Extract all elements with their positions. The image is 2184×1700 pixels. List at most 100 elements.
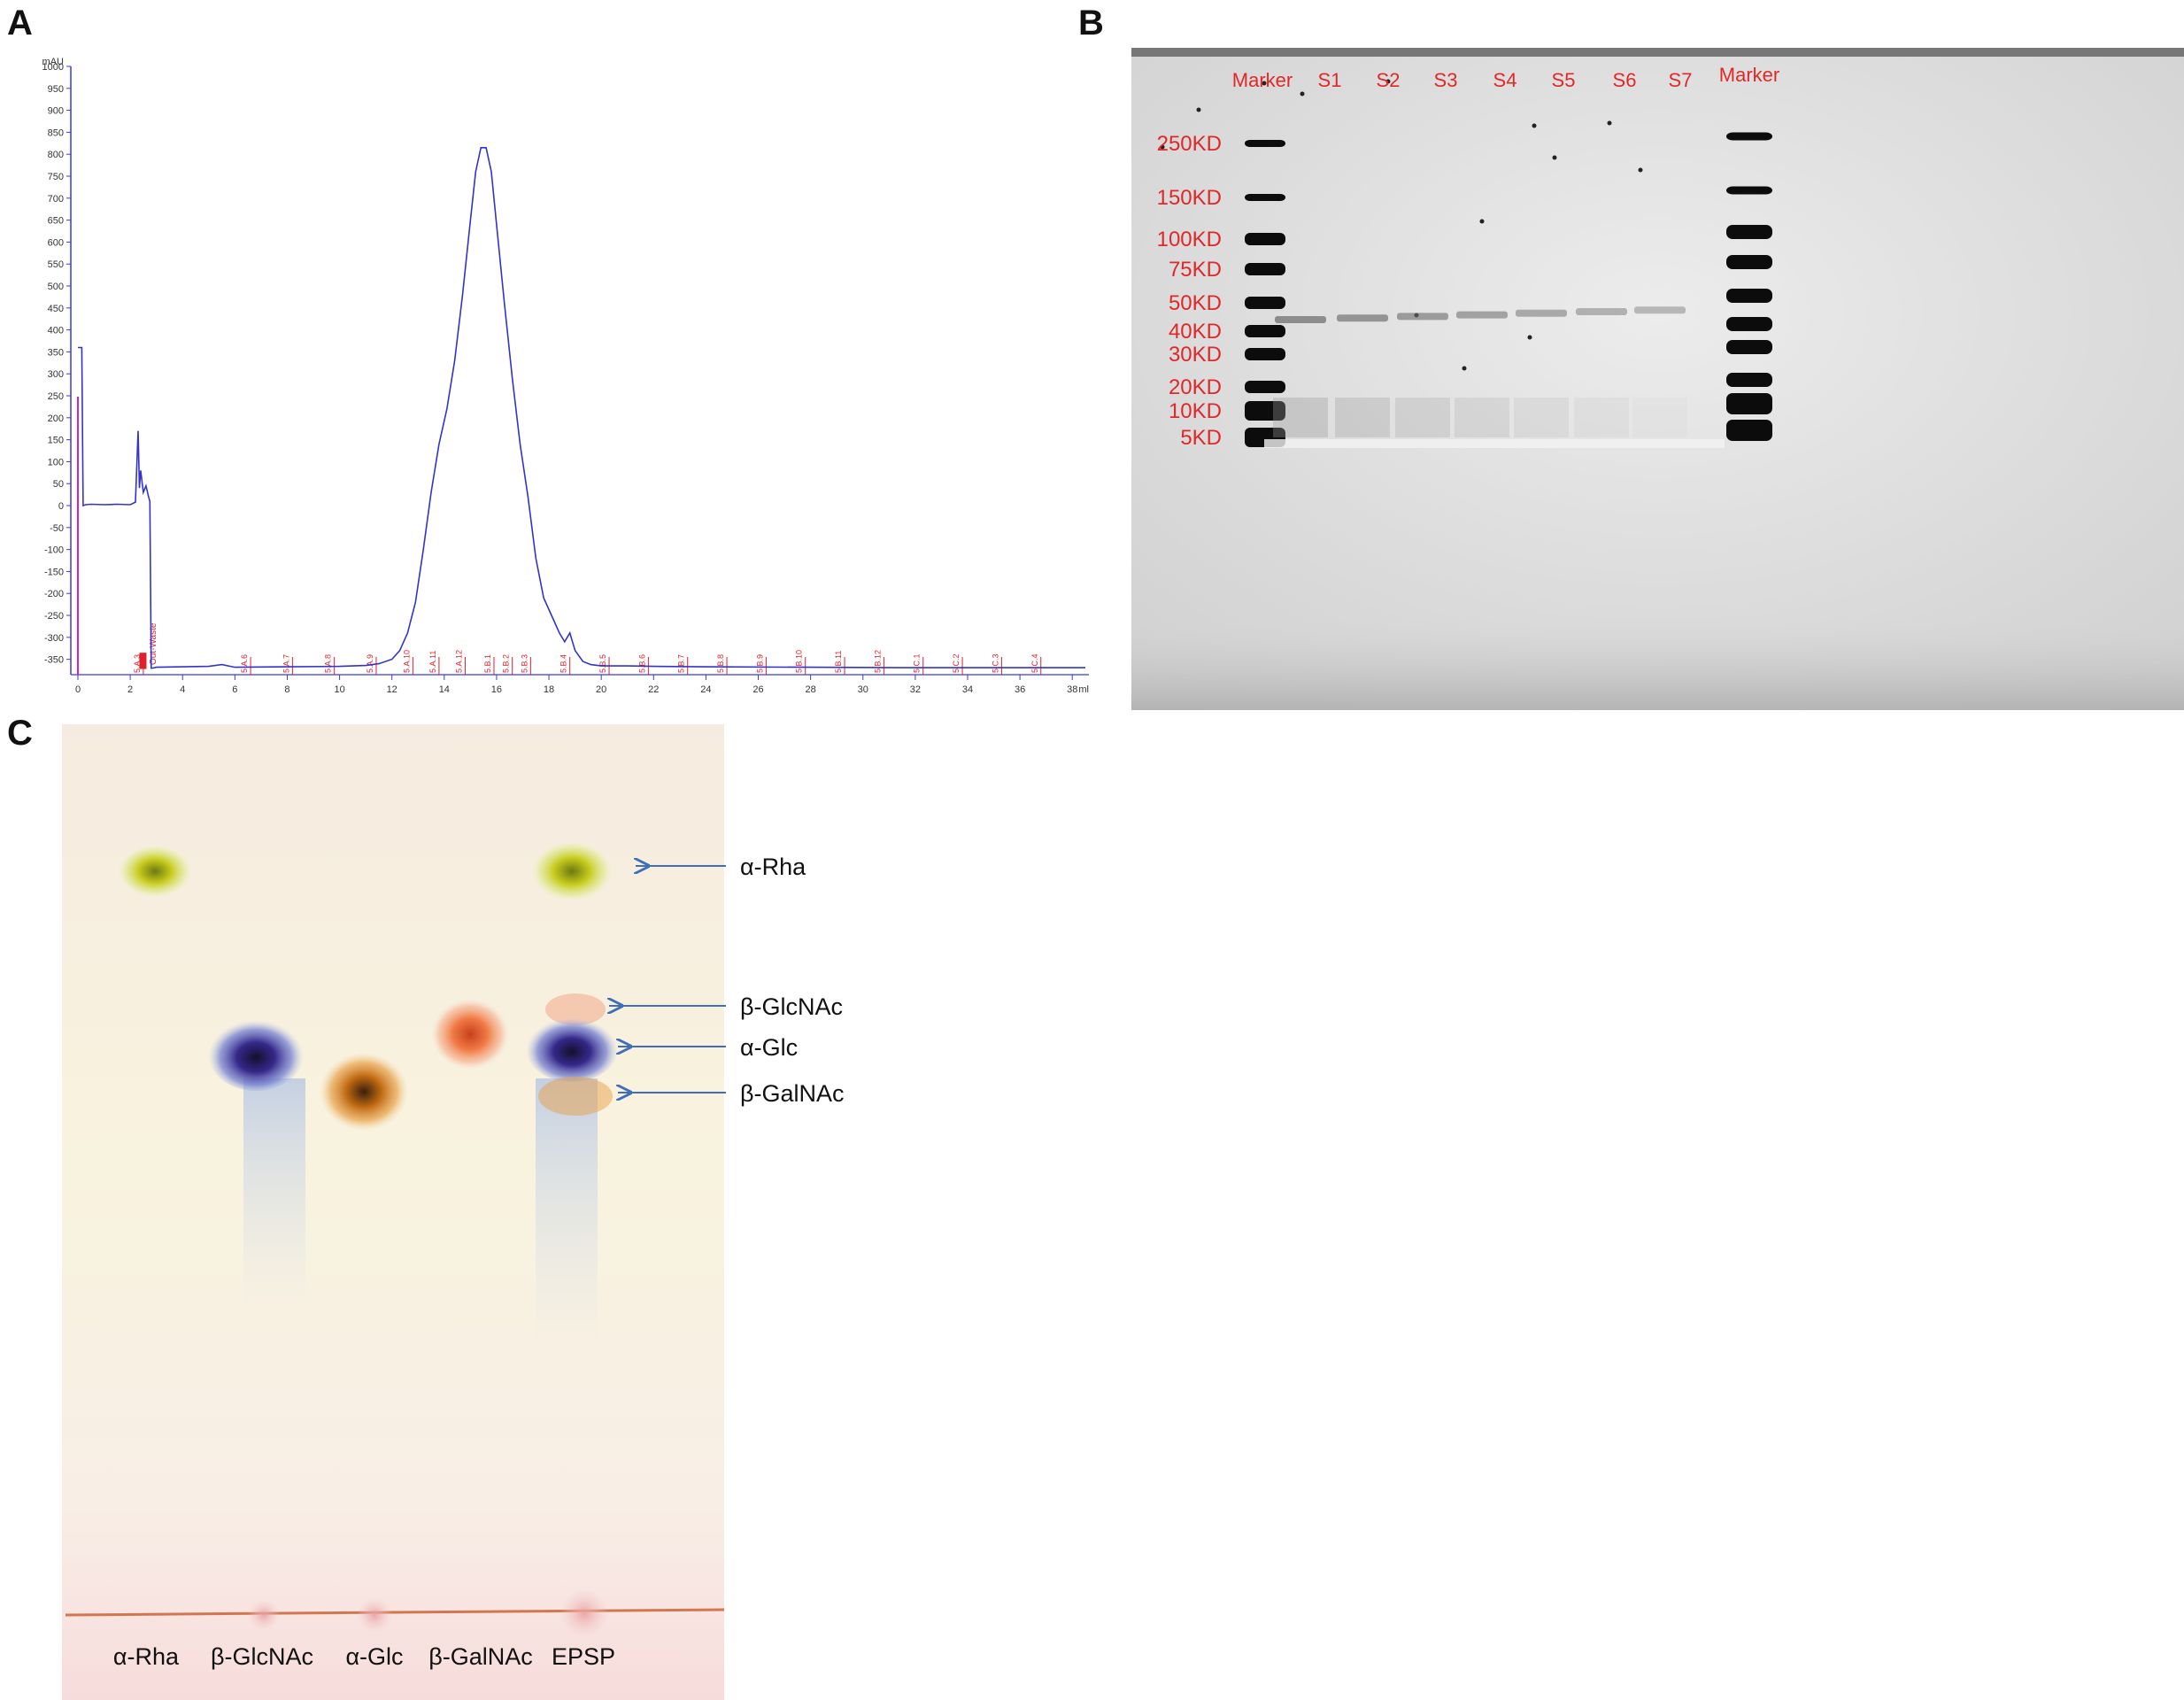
fraction-label: 5.A.12 (454, 650, 463, 673)
gel-background (1131, 48, 2184, 710)
fraction-label: 5.B.8 (716, 654, 725, 673)
fraction-label: 5.B.12 (873, 650, 882, 673)
x-tick-label: 34 (962, 684, 973, 695)
x-axis-unit: ml (1078, 684, 1089, 695)
gel-speck (1527, 335, 1532, 340)
lane-label: S5 (1552, 69, 1576, 91)
mw-label: 250KD (1157, 132, 1222, 156)
fraction-label: 5.C.2 (952, 653, 961, 673)
y-tick-label: 550 (48, 259, 64, 270)
x-tick-label: 10 (334, 684, 344, 695)
y-tick-label: 450 (48, 304, 64, 314)
x-tick-label: 16 (491, 684, 502, 695)
y-tick-label: -350 (44, 655, 64, 666)
y-tick-label: 1000 (42, 62, 64, 73)
sample-smear (1514, 398, 1569, 437)
x-axis-ticks: 0 2 4 6 8 10 12 14 16 18 20 22 24 26 28 30 32 34 36 38 (75, 675, 1077, 695)
gel-speck (1300, 91, 1305, 97)
gel-bands (1245, 132, 1772, 448)
tlc-plate-figure: α-Rha β-GlcNAc α-Glc β-GalNAc EPSP α-Rha… (62, 724, 845, 1700)
fraction-label: 5.B.11 (834, 651, 843, 673)
marker-band-right (1726, 186, 1772, 195)
fraction-markers: 5.A.3 5.A.6 5.A.7 5.A.8 5.A.9 5.A.10 5.A.11 5.A… (133, 650, 1042, 675)
lane-label: Marker (1719, 64, 1779, 86)
y-tick-label: -100 (44, 545, 64, 556)
epsp-glcnac-spot (526, 1015, 618, 1082)
marker-band-right (1726, 393, 1772, 414)
y-tick-label: 850 (48, 128, 64, 138)
fraction-label: 5.A.11 (428, 651, 437, 673)
marker-band-left (1245, 194, 1285, 201)
mw-label: 75KD (1169, 258, 1222, 282)
mw-label: 50KD (1169, 291, 1222, 315)
x-tick-label: 26 (752, 684, 763, 695)
y-tick-label: 250 (48, 391, 64, 402)
lane-label: S4 (1493, 69, 1517, 91)
y-tick-label: 950 (48, 84, 64, 95)
y-tick-label: 400 (48, 326, 64, 336)
fraction-label: 5.B.7 (677, 654, 686, 673)
y-axis-ticks: 1000950900850800750700650600550500450400… (42, 62, 71, 666)
marker-band-left (1245, 140, 1285, 147)
y-tick-label: 150 (48, 436, 64, 446)
mw-label: 5KD (1180, 426, 1222, 450)
marker-band-left (1245, 381, 1285, 393)
x-tick-label: 4 (180, 684, 185, 695)
fraction-label: 5.B.2 (502, 654, 511, 673)
sample-band (1275, 316, 1326, 323)
x-tick-label: 12 (387, 684, 397, 695)
y-tick-label: 200 (48, 413, 64, 424)
dye-front (1264, 439, 1725, 448)
marker-band-right (1726, 225, 1772, 239)
sample-band (1576, 308, 1627, 315)
fraction-label: 5.B.9 (755, 654, 764, 673)
y-tick-label: 50 (53, 479, 64, 490)
sample-band (1634, 306, 1686, 314)
fraction-label: 5.B.5 (598, 654, 607, 673)
gel-speck (1462, 366, 1467, 371)
fraction-label: 5.C.1 (913, 653, 922, 673)
x-tick-label: 8 (284, 684, 289, 695)
epsp-streak (536, 1078, 598, 1344)
mw-label: 10KD (1169, 399, 1222, 423)
fraction-start-marker (139, 653, 147, 669)
y-tick-label: 700 (48, 194, 64, 205)
origin-line (65, 1608, 725, 1617)
sample-band (1397, 313, 1448, 321)
glcnac-streak (243, 1078, 305, 1309)
y-tick-label: -150 (44, 567, 64, 577)
y-tick-label: 100 (48, 457, 64, 468)
gel-speck (1552, 155, 1557, 160)
chromatogram-chart: 1000950900850800750700650600550500450400… (42, 57, 1089, 695)
y-tick-label: 800 (48, 150, 64, 160)
y-axis-unit: mAU (42, 57, 65, 67)
fraction-label: 5.A.3 (133, 654, 142, 673)
x-tick-label: 0 (75, 684, 81, 695)
y-tick-label: 0 (58, 501, 64, 512)
gel-speck (1385, 79, 1391, 84)
mw-label: 150KD (1157, 186, 1222, 210)
marker-band-right (1726, 132, 1772, 141)
y-tick-label: 900 (48, 106, 64, 117)
sample-band (1516, 309, 1567, 317)
marker-band-left (1245, 233, 1285, 245)
gel-speck (1262, 81, 1267, 86)
marker-band-left (1245, 401, 1285, 421)
sample-smear (1455, 398, 1509, 437)
y-tick-label: -50 (50, 523, 64, 534)
lane-label: S2 (1377, 69, 1401, 91)
sample-smear (1574, 398, 1629, 437)
x-tick-label: 24 (700, 684, 711, 695)
uv-absorbance-trace (78, 147, 1085, 669)
lane-label: Marker (1232, 69, 1293, 91)
annotation-galnac: β-GalNAc (740, 1080, 845, 1107)
gel-speck (1638, 167, 1643, 173)
fraction-label: 5.A.7 (282, 654, 290, 673)
origin-spot-glcnac (248, 1599, 280, 1631)
gel-speck (1607, 120, 1612, 126)
origin-spot-glc (357, 1597, 392, 1633)
marker-band-right (1726, 289, 1772, 303)
annotation-glcnac: β-GlcNAc (740, 993, 843, 1020)
x-tick-label: 14 (439, 684, 450, 695)
lane-label: S7 (1669, 69, 1693, 91)
